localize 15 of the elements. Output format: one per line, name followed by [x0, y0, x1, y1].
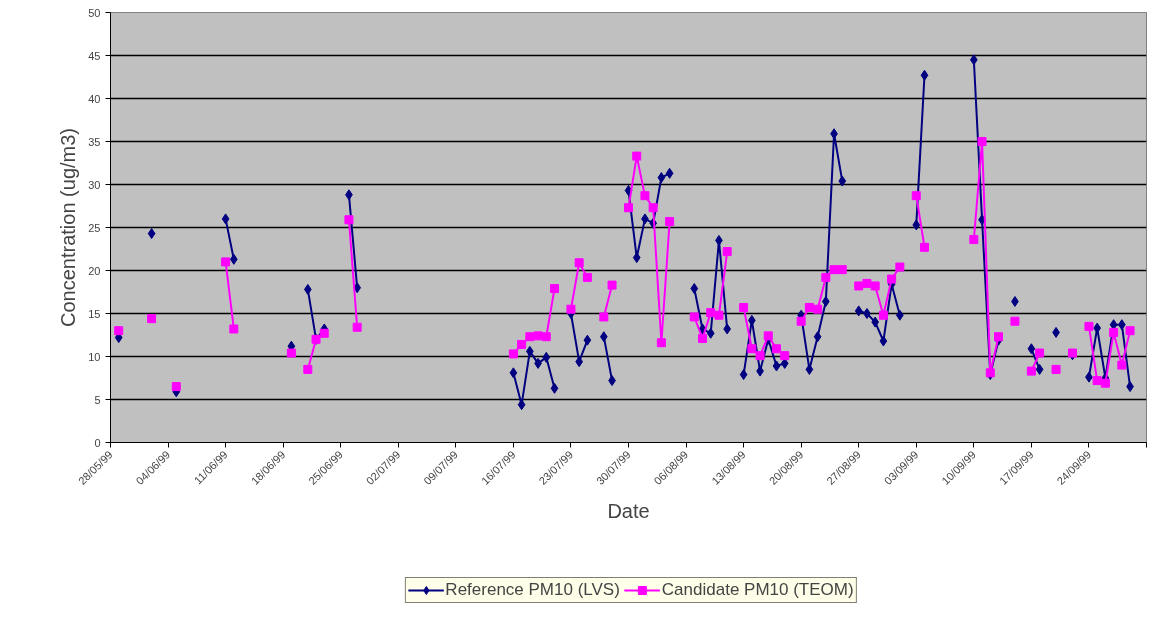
y-tick-label: 45	[88, 49, 101, 62]
y-axis-title: Concentration (ug/m3)	[57, 128, 80, 327]
y-tick-label: 10	[88, 350, 101, 363]
y-tick-label: 40	[88, 92, 101, 105]
y-tick-label: 5	[94, 393, 101, 406]
y-tick-label: 50	[88, 6, 101, 19]
legend-label: Reference PM10 (LVS)	[445, 580, 620, 600]
y-tick-label: 25	[88, 221, 101, 234]
y-tick-label: 0	[94, 436, 101, 449]
y-tick-label: 15	[88, 307, 101, 320]
y-tick-label: 20	[88, 264, 101, 277]
y-tick-label: 35	[88, 135, 101, 148]
y-tick-label: 30	[88, 178, 101, 191]
x-axis-title: Date	[607, 500, 650, 523]
legend-label: Candidate PM10 (TEOM)	[661, 580, 854, 600]
